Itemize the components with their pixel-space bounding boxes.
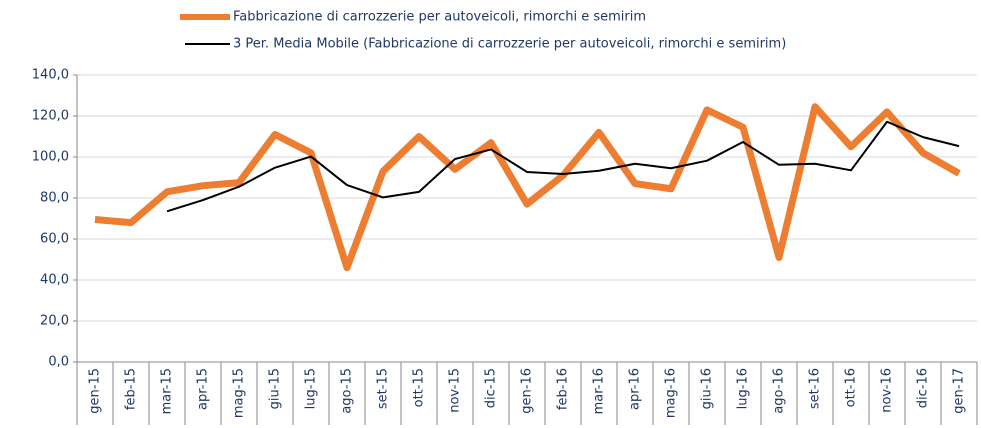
x-tick-label: nov-15 <box>448 368 463 413</box>
x-tick-label: ott-15 <box>412 368 427 407</box>
x-tick-label: gen-16 <box>520 368 535 414</box>
x-tick-label: feb-16 <box>556 368 571 410</box>
y-tick-label: 120,0 <box>32 109 69 124</box>
x-tick-label: apr-16 <box>628 368 643 410</box>
y-tick-label: 20,0 <box>40 314 69 329</box>
y-tick-label: 80,0 <box>40 191 69 206</box>
x-tick-label: nov-16 <box>880 368 895 413</box>
x-tick-label: giu-15 <box>268 368 283 409</box>
x-tick-label: lug-16 <box>736 368 751 409</box>
x-tick-label: giu-16 <box>700 368 715 409</box>
x-tick-label: lug-15 <box>304 368 319 409</box>
x-tick-label: gen-15 <box>88 368 103 414</box>
series-line <box>94 103 961 272</box>
y-tick-label: 40,0 <box>40 273 69 288</box>
x-tick-label: ago-16 <box>772 368 787 414</box>
x-tick-label: dic-16 <box>916 368 931 408</box>
x-tick-label: feb-15 <box>124 368 139 410</box>
y-tick-label: 0,0 <box>48 355 69 370</box>
x-tick-label: mar-15 <box>160 368 175 414</box>
legend-label: Fabbricazione di carrozzerie per autovei… <box>233 10 646 25</box>
x-tick-label: set-15 <box>376 368 391 409</box>
x-tick-label: ott-16 <box>844 368 859 407</box>
x-tick-label: dic-15 <box>484 368 499 408</box>
y-tick-label: 100,0 <box>32 150 69 165</box>
x-tick-label: apr-15 <box>196 368 211 410</box>
x-tick-label: mag-16 <box>664 368 679 418</box>
y-tick-label: 140,0 <box>32 68 69 83</box>
x-tick-label: mar-16 <box>592 368 607 414</box>
x-tick-label: gen-17 <box>952 368 967 414</box>
x-tick-label: set-16 <box>808 368 823 409</box>
legend-label: 3 Per. Media Mobile (Fabbricazione di ca… <box>233 37 786 52</box>
y-tick-label: 60,0 <box>40 232 69 247</box>
x-tick-label: mag-15 <box>232 368 247 418</box>
x-tick-label: ago-15 <box>340 368 355 414</box>
series-line <box>166 120 960 213</box>
